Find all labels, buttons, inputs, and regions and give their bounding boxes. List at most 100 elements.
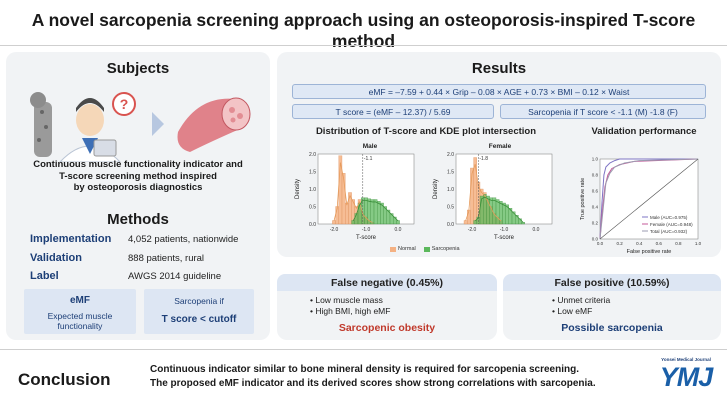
legend-normal: Normal: [390, 246, 416, 252]
female-y-tick: 0.5: [447, 205, 454, 211]
male-bar-sarcopenia: [377, 201, 381, 225]
female-y-tick: 1.5: [447, 170, 454, 176]
false-negative-bullet: • High BMI, high eMF: [310, 306, 391, 316]
male-y-tick: 1.0: [309, 187, 316, 193]
roc-y-tick: 0.8: [592, 173, 599, 178]
female-kde-sarcopenia: [474, 196, 524, 223]
male-cutoff-label: -1.1: [364, 156, 373, 162]
male-x-tick: -2.0: [330, 227, 339, 233]
conclusion-heading: Conclusion: [18, 370, 111, 389]
title-divider: [0, 45, 727, 46]
female-histogram: -1.8 0.0 0.5 1.0 1.5 2.0 -2.0 -1.0 0.0 T-score Den…: [433, 152, 553, 241]
male-bar-sarcopenia: [351, 220, 355, 225]
methods-heading: Methods: [107, 211, 169, 228]
cutoff-card-title: Sarcopenia if: [174, 296, 224, 306]
histogram-legend: Normal Sarcopenia: [390, 246, 460, 252]
female-x-tick: 0.0: [533, 227, 540, 233]
legend-normal-label: Normal: [398, 246, 416, 252]
validation-title: Validation performance: [591, 126, 697, 137]
roc-legend-label: Total (AUC=0.932): [650, 229, 688, 234]
cutoff-card: [144, 289, 254, 334]
male-y-tick: 0.5: [309, 205, 316, 211]
female-y-tick: 2.0: [447, 152, 454, 158]
female-bar-normal: [463, 220, 468, 225]
male-bar-sarcopenia: [396, 220, 400, 225]
legend-sarcopenia-swatch: [423, 246, 430, 252]
roc-y-tick: 0.4: [592, 205, 599, 210]
subjects-illustration: ?: [30, 92, 251, 162]
roc-chance-line: [599, 158, 699, 240]
roc-chart: Male (AUC=0.975) Female (AUC=0.948) Total …: [580, 157, 702, 256]
male-bar-sarcopenia: [370, 199, 375, 225]
female-x-label: T-score: [494, 235, 515, 241]
male-y-tick: 0.0: [309, 222, 316, 228]
subjects-description: Continuous muscle functionality indicato…: [6, 159, 270, 194]
female-chart-title: Female: [488, 143, 512, 150]
conclusion-line-1: Continuous indicator similar to bone min…: [150, 364, 579, 375]
method-label-validation: Validation: [30, 252, 82, 264]
female-x-tick: -1.0: [500, 227, 509, 233]
journal-name: Yonsei Medical Journal: [661, 357, 711, 362]
roc-x-tick: 1.0: [695, 241, 702, 246]
roc-x-tick: 0.6: [656, 241, 663, 246]
false-positive-header-bg: [503, 274, 721, 291]
male-x-tick: -1.0: [362, 227, 371, 233]
roc-x-tick: 0.0: [597, 241, 604, 246]
false-positive-bullet-text: Low eMF: [557, 306, 593, 316]
male-kde-normal: [333, 162, 373, 223]
false-negative-bullet-text: High BMI, high eMF: [315, 306, 391, 316]
method-value-implementation: 4,052 patients, nationwide: [128, 234, 239, 245]
results-heading: Results: [471, 60, 527, 77]
subjects-line-3: by osteoporosis diagnostics: [73, 182, 203, 193]
tscore-formula: T score = (eMF – 12.37) / 5.69: [292, 104, 494, 119]
female-cutoff-label: -1.8: [479, 156, 488, 162]
distribution-title: Distribution of T-score and KDE plot int…: [315, 126, 537, 137]
poster-title: A novel sarcopenia screening approach us…: [31, 10, 696, 51]
false-negative-bullet-text: Low muscle mass: [315, 295, 383, 305]
roc-legend-label: Male (AUC=0.975): [650, 215, 688, 220]
false-positive-bullet-text: Unmet criteria: [557, 295, 611, 305]
arrow-icon: [152, 112, 164, 136]
subjects-line-2: T-score screening method inspired: [59, 170, 217, 182]
male-kde-sarcopenia: [352, 199, 399, 222]
false-positive-bullet: • Unmet criteria: [552, 295, 611, 305]
female-kde-normal: [465, 164, 502, 222]
male-histogram: -1.1 0.0 0.5 1.0 1.5 2.0 -2.0 -1.0 0.0 T-score Den…: [295, 152, 415, 241]
female-bar-sarcopenia: [492, 197, 497, 225]
roc-curve: [599, 158, 699, 240]
female-y-tick: 1.0: [447, 187, 454, 193]
emf-card-line-1: Expected muscle: [47, 311, 113, 321]
female-x-tick: -2.0: [468, 227, 477, 233]
false-positive-conclusion: Possible sarcopenia: [561, 322, 663, 334]
male-bar-normal: [345, 202, 349, 225]
roc-curve: [599, 158, 698, 240]
male-bar-normal: [332, 220, 336, 225]
muscle-icon: [177, 97, 251, 152]
false-negative-header-bg: [277, 274, 497, 291]
emf-card-text: Expected muscle functionality: [24, 311, 136, 331]
roc-y-tick: 0.6: [592, 189, 599, 194]
male-bar-normal: [341, 173, 346, 225]
male-bar-sarcopenia: [373, 199, 378, 225]
legend-sarcopenia: Sarcopenia: [423, 246, 460, 252]
roc-x-label: False positive rate: [627, 249, 672, 255]
question-icon: ?: [112, 92, 136, 116]
cutoff-card-rule: T score < cutoff: [161, 314, 237, 325]
roc-x-tick: 0.8: [675, 241, 682, 246]
female-bar-sarcopenia: [495, 199, 500, 225]
method-label-label: Label: [30, 270, 59, 282]
method-value-validation: 888 patients, rural: [128, 253, 205, 264]
male-y-tick: 1.5: [309, 170, 316, 176]
emf-card-title: eMF: [70, 295, 90, 306]
false-negative-heading: False negative (0.45%): [330, 277, 444, 289]
false-positive-bullet: • Low eMF: [552, 306, 593, 316]
male-y-tick: 2.0: [309, 152, 316, 158]
roc-y-tick: 0.0: [592, 237, 599, 242]
legend-sarcopenia-label: Sarcopenia: [431, 246, 460, 252]
female-bar-sarcopenia: [521, 222, 525, 225]
cutoff-formula: Sarcopenia if T score < -1.1 (M) -1.8 (F…: [500, 104, 706, 119]
roc-y-tick: 0.2: [592, 221, 599, 226]
conclusion-divider: [0, 349, 727, 350]
female-y-tick: 0.0: [447, 222, 454, 228]
roc-y-label: True positive rate: [580, 178, 586, 220]
